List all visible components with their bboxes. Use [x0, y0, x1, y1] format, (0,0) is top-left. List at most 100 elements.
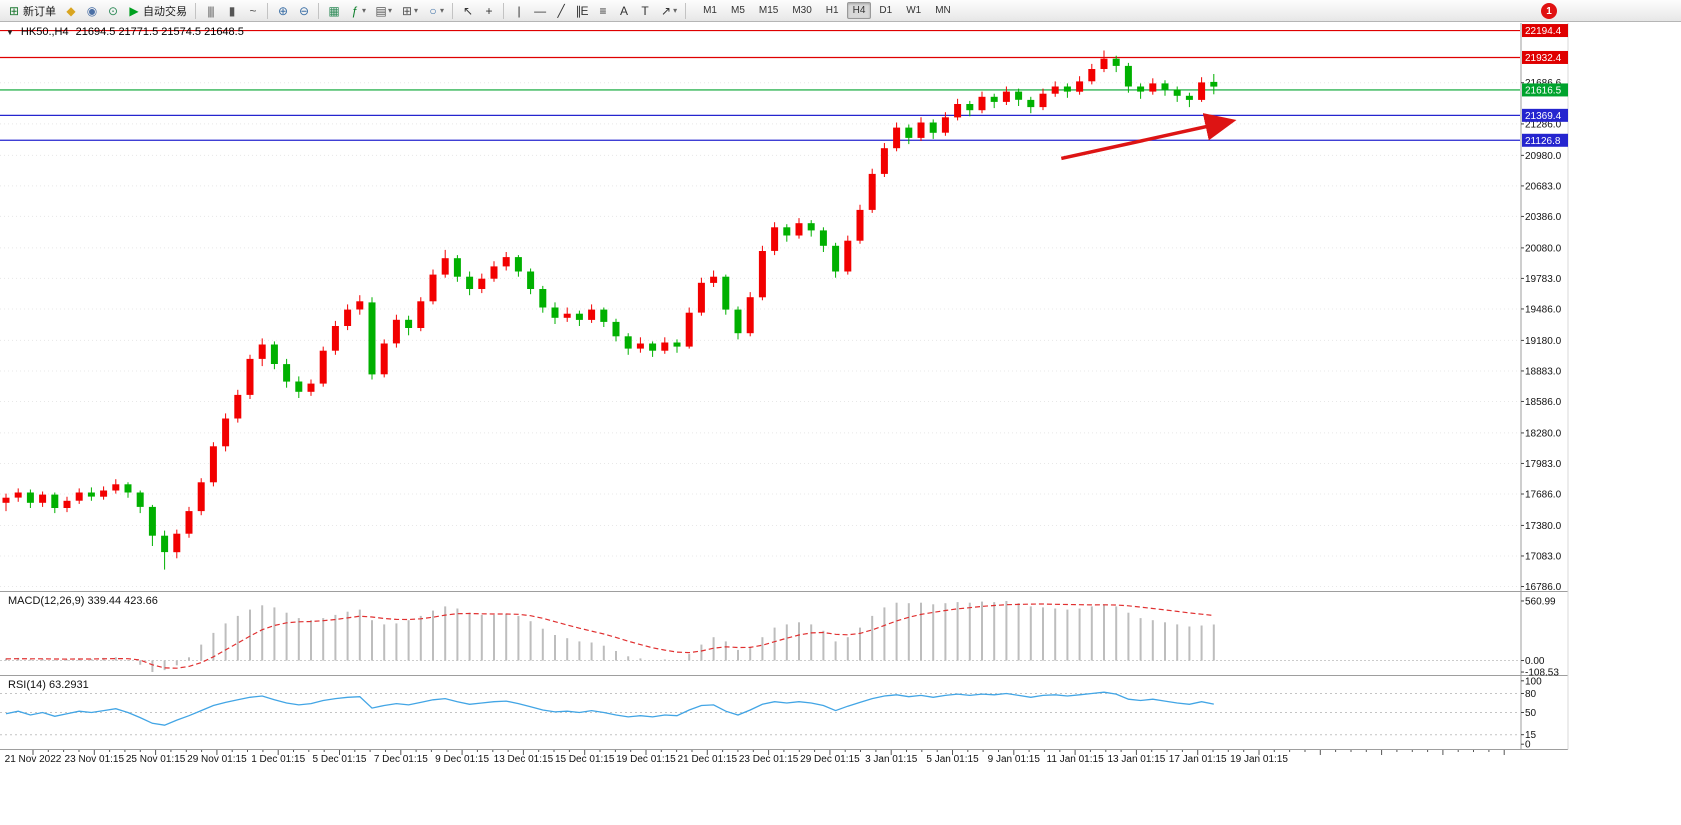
candle [880, 148, 888, 174]
price-axis[interactable]: 21686.621286.020980.020683.020386.020080… [1521, 24, 1568, 593]
time-axis-label: 1 Dec 01:15 [251, 754, 305, 765]
time-axis-label: 19 Jan 01:15 [1230, 754, 1288, 765]
price-axis-label: 20080.0 [1525, 243, 1562, 254]
candle [75, 492, 83, 501]
vertical-line-icon[interactable]: | [509, 2, 528, 20]
new-chart-button[interactable]: ⊞ ▾ [397, 2, 421, 20]
line-chart-icon[interactable]: ~ [243, 2, 262, 20]
tile-windows-icon[interactable]: ▦ [324, 2, 343, 20]
toolbar-separator [452, 2, 454, 19]
candle [783, 227, 791, 236]
candle [1051, 86, 1059, 94]
candle [807, 223, 815, 231]
arrows-button[interactable]: ↗ ▾ [656, 2, 680, 20]
candle [1100, 58, 1108, 69]
candle [1088, 69, 1096, 82]
fibonacci-icon[interactable]: ≡ [593, 2, 612, 20]
time-axis-label: 9 Dec 01:15 [435, 754, 489, 765]
crosshair-icon[interactable]: + [479, 2, 498, 20]
rsi-panel[interactable]: 100 80 50 150 [0, 676, 1542, 751]
candle [978, 96, 986, 111]
zoom-in-icon[interactable]: ⊕ [273, 2, 292, 20]
macd-signal-line [5, 603, 1214, 669]
zoom-out-icon: ⊖ [298, 3, 309, 18]
new-order-button-label: 新订单 [23, 5, 56, 18]
dropdown-caret-icon[interactable]: ▾ [414, 6, 419, 15]
timeframe-button-h1[interactable]: H1 [825, 5, 839, 16]
macd-panel[interactable]: 560.99 0.00-108.53 [0, 596, 1559, 679]
text-label-icon[interactable]: T [635, 2, 654, 20]
chart-collapse-icon[interactable]: ▼ [6, 27, 14, 37]
timeframe-button-m1[interactable]: M1 [703, 5, 717, 16]
price-badge-label: 21369.4 [1525, 111, 1562, 122]
bar-chart-icon[interactable]: ||| [201, 2, 220, 20]
candle [575, 313, 583, 320]
new-order-button[interactable]: ⊞ 新订单 [4, 2, 59, 20]
candle [405, 319, 413, 328]
dropdown-caret-icon[interactable]: ▾ [673, 6, 678, 15]
trendline-icon[interactable]: ╱ [551, 2, 570, 20]
candle [222, 418, 230, 447]
symbol-timeframe-label: HK50.,H4 [20, 26, 69, 38]
candle [478, 278, 486, 289]
new-chart-button: ⊞ [402, 3, 412, 18]
panel-separators[interactable] [0, 23, 1569, 750]
rsi-axis-label: 0 [1525, 740, 1531, 751]
cursor-icon[interactable]: ↖ [458, 2, 477, 20]
candle [1076, 81, 1084, 92]
candle [917, 122, 925, 138]
macd-axis-label: -108.53 [1525, 668, 1559, 679]
candle [832, 245, 840, 272]
candle [661, 342, 669, 351]
profiles-button[interactable]: ○ ▾ [423, 2, 447, 20]
timeframe-button-h4[interactable]: H4 [846, 2, 872, 19]
candle [368, 302, 376, 375]
time-axis-label: 13 Dec 01:15 [494, 754, 554, 765]
dropdown-caret-icon[interactable]: ▾ [362, 6, 367, 15]
price-badge-label: 21616.5 [1525, 85, 1562, 96]
candle [588, 309, 596, 320]
toolbar: ⊞ 新订单 ◆ ◉ ⊙ ▶ 自动交易 ||| ▮ ~ ⊕ ⊖ ▦ ƒ ▾ ▤ ▾ ⊞ ▾ ○ ▾ ↖ + | — ╱ ∥E ≡ A T ↗ ▾… [0, 0, 1681, 22]
candle [331, 326, 339, 351]
zoom-out-icon[interactable]: ⊖ [294, 2, 313, 20]
dropdown-caret-icon[interactable]: ▾ [388, 6, 393, 15]
text-icon[interactable]: A [614, 2, 633, 20]
candlestick-chart-icon[interactable]: ▮ [222, 2, 241, 20]
candle [734, 309, 742, 334]
candle [1112, 58, 1120, 66]
tile-windows-icon: ▦ [328, 3, 339, 18]
indicators-button: ƒ [351, 3, 359, 18]
timeframe-button-w1[interactable]: W1 [906, 5, 922, 16]
price-axis-label: 17380.0 [1525, 521, 1562, 532]
autotrading-button[interactable]: ▶ 自动交易 [124, 2, 190, 20]
notification-badge[interactable]: 1 [1541, 3, 1557, 19]
timeframe-button-mn[interactable]: MN [935, 5, 951, 16]
horizontal-line-objects[interactable] [0, 29, 1520, 141]
strategy-tester-icon[interactable]: ◉ [82, 2, 101, 20]
bar-chart-icon: ||| [207, 3, 214, 18]
equidistant-channel-icon[interactable]: ∥E [572, 2, 591, 20]
candle [234, 394, 242, 419]
timeframe-button-m15[interactable]: M15 [758, 5, 779, 16]
horizontal-line-icon[interactable]: — [530, 2, 549, 20]
rsi-line [5, 691, 1214, 726]
indicators-button[interactable]: ƒ ▾ [345, 2, 369, 20]
dropdown-caret-icon[interactable]: ▾ [440, 6, 445, 15]
market-watch-icon[interactable]: ⊙ [103, 2, 122, 20]
time-axis[interactable]: 21 Nov 2022 23 Nov 01:15 25 Nov 01:15 29 No… [5, 750, 1505, 765]
candle [649, 343, 657, 351]
timeframe-button-m30[interactable]: M30 [792, 5, 812, 16]
candle [710, 276, 718, 283]
candle [624, 336, 632, 349]
price-axis-label: 20683.0 [1525, 181, 1562, 192]
timeframes-menu-button[interactable]: ▤ ▾ [371, 2, 395, 20]
trend-arrow[interactable] [1060, 113, 1237, 161]
time-axis-label: 7 Dec 01:15 [374, 754, 428, 765]
timeframe-button-m5[interactable]: M5 [730, 5, 745, 16]
candle [966, 104, 974, 111]
metaeditor-icon[interactable]: ◆ [61, 2, 80, 20]
time-axis-label: 5 Jan 01:15 [926, 754, 979, 765]
timeframe-button-d1[interactable]: D1 [879, 5, 893, 16]
